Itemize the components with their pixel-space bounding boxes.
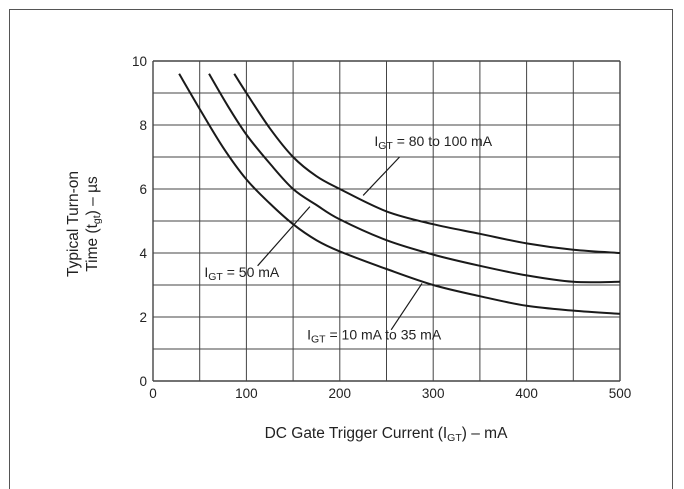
x-tick-label: 500 <box>609 386 632 401</box>
annotation-leader <box>362 156 401 196</box>
x-tick-label: 400 <box>515 386 538 401</box>
series-label: IGT = 50 mA <box>204 264 280 283</box>
grid <box>152 60 621 382</box>
annotation-leader <box>390 283 423 331</box>
annotations: IGT = 80 to 100 mA IGT = 50 mA IGT = 10 mA… <box>204 133 492 346</box>
annotation-leader <box>257 206 311 267</box>
series-label: IGT = 10 mA to 35 mA <box>307 326 442 345</box>
x-axis-label: DC Gate Trigger Current (IGT) – mA <box>265 425 509 444</box>
x-tick-label: 300 <box>422 386 445 401</box>
y-tick-label: 10 <box>132 54 147 69</box>
y-axis-label-line2: Time (tgt) – µs <box>84 176 103 272</box>
y-tick-label: 4 <box>139 246 147 261</box>
x-tick-label: 200 <box>329 386 352 401</box>
y-tick-label: 2 <box>139 310 147 325</box>
x-tick-label: 0 <box>149 386 157 401</box>
y-tick-label: 0 <box>139 374 147 389</box>
y-tick-label: 8 <box>139 118 147 133</box>
y-axis-label-line1: Typical Turn-on <box>65 171 82 277</box>
series-lines <box>178 73 621 315</box>
series-line <box>208 73 621 284</box>
series-label: IGT = 80 to 100 mA <box>374 133 492 152</box>
tick-labels: 0 100 200 300 400 500 0 2 4 6 8 10 <box>132 54 631 401</box>
x-tick-label: 100 <box>235 386 258 401</box>
series-line <box>178 73 621 315</box>
series-line <box>233 73 621 254</box>
y-tick-label: 6 <box>139 182 147 197</box>
